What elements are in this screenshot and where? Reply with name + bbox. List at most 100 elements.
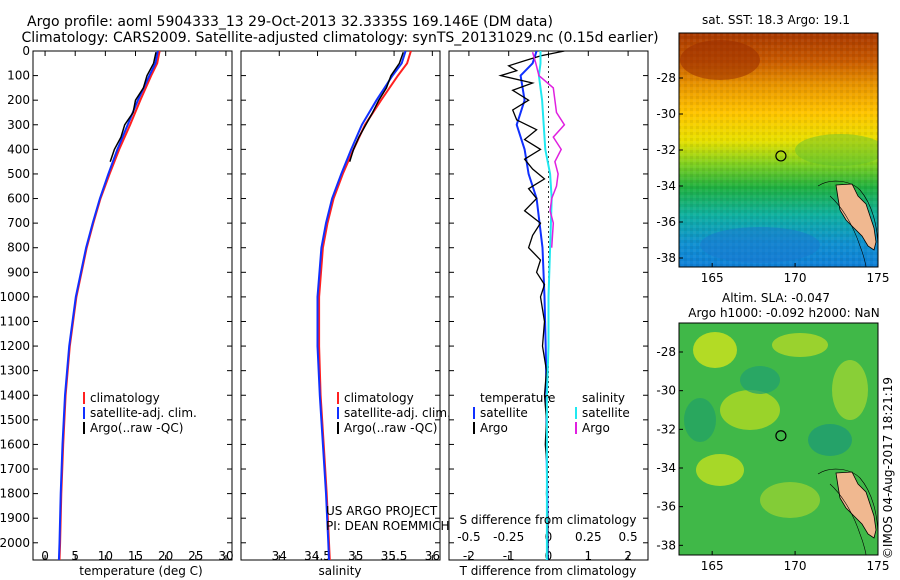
salinity-legend: climatology satellite-adj. clim. Argo(..… bbox=[337, 391, 451, 435]
sst-map-panel: sat. SST: 18.3 Argo: 19.1 165 170 175 -28 -… bbox=[656, 13, 889, 285]
salinity-argo-difference-line bbox=[531, 51, 566, 248]
title-line-2: Climatology: CARS2009. Satellite-adjuste… bbox=[21, 30, 658, 46]
sla-map-lon-label: 170 bbox=[784, 559, 807, 573]
sla-high-patch bbox=[720, 390, 780, 430]
legend-label-argo: Argo(..raw -QC) bbox=[90, 421, 183, 435]
depth-axis-label: 600 bbox=[7, 192, 30, 206]
salinity-x-label: 34.5 bbox=[304, 549, 331, 563]
depth-axis-label: 300 bbox=[7, 118, 30, 132]
depth-axis-label: 2000 bbox=[0, 536, 30, 550]
tdiff-x-label: -2 bbox=[463, 549, 475, 563]
depth-axis-label: 1200 bbox=[0, 339, 30, 353]
legend-title-salinity: salinity bbox=[582, 391, 625, 405]
sla-title-line-1: Altim. SLA: -0.047 bbox=[722, 291, 830, 305]
depth-axis-label: 800 bbox=[7, 241, 30, 255]
sdiff-x-label: 0.5 bbox=[619, 530, 638, 544]
sla-high-patch bbox=[696, 454, 744, 486]
sdiff-x-label: -0.25 bbox=[493, 530, 524, 544]
sla-map-lat-label: -28 bbox=[656, 345, 676, 359]
salinity-x-label: 36 bbox=[425, 549, 440, 563]
depth-axis-label: 700 bbox=[7, 216, 30, 230]
argo-temperature-line bbox=[109, 52, 157, 162]
sst-map-lat-label: -28 bbox=[656, 71, 676, 85]
sla-high-patch bbox=[832, 360, 868, 420]
depth-axis-label: 900 bbox=[7, 265, 30, 279]
depth-axis-label: 1900 bbox=[0, 511, 30, 525]
sla-high-patch bbox=[693, 332, 737, 368]
legend-label-argo: Argo(..raw -QC) bbox=[344, 421, 437, 435]
new-caledonia-land bbox=[835, 183, 877, 251]
depth-axis-label: 200 bbox=[7, 93, 30, 107]
sst-map-lon-label: 165 bbox=[701, 271, 724, 285]
project-annotation: US ARGO PROJECT bbox=[326, 504, 438, 518]
salinity-panel: 34 34.5 35 35.5 36 salinity climatology sate… bbox=[240, 50, 451, 578]
legend-label-climatology: climatology bbox=[90, 391, 160, 405]
temperature-axes-frame bbox=[32, 50, 233, 561]
sst-cool-patch bbox=[700, 227, 820, 263]
temperature-x-label: 10 bbox=[98, 549, 113, 563]
legend-label-climatology: climatology bbox=[344, 391, 414, 405]
depth-axis-label: 1600 bbox=[0, 437, 30, 451]
argo-salinity-line bbox=[348, 51, 405, 162]
bathymetry-contour bbox=[817, 180, 878, 267]
sla-map-lat-label: -38 bbox=[656, 538, 676, 552]
sst-map-lat-label: -30 bbox=[656, 107, 676, 121]
depth-axis-label: 1400 bbox=[0, 388, 30, 402]
depth-axis-label: 1100 bbox=[0, 314, 30, 328]
difference-legend: temperature salinity satellite Argo sate… bbox=[473, 391, 630, 435]
temperature-x-label: 0 bbox=[41, 549, 49, 563]
difference-panel: -2-1012 -0.5-0.2500.250.5 S difference f… bbox=[448, 50, 649, 578]
sla-high-patch bbox=[760, 482, 820, 518]
depth-axis-label: 0 bbox=[22, 44, 30, 58]
imos-credit: ©IMOS 04-Aug-2017 18:21:19 bbox=[881, 377, 895, 559]
salinity-x-label: 35.5 bbox=[381, 549, 408, 563]
legend-label-sal-satellite: satellite bbox=[582, 406, 630, 420]
depth-axis-label: 1000 bbox=[0, 290, 30, 304]
satellite-temperature-line bbox=[57, 51, 159, 560]
depth-axis-label: 100 bbox=[7, 69, 30, 83]
depth-axis-label: 400 bbox=[7, 142, 30, 156]
temperature-x-label: 30 bbox=[218, 549, 233, 563]
sla-high-patch bbox=[772, 333, 828, 357]
salinity-x-label: 35 bbox=[348, 549, 363, 563]
sst-front-patch bbox=[795, 134, 878, 166]
sst-map-title: sat. SST: 18.3 Argo: 19.1 bbox=[702, 13, 850, 27]
sla-map-lon-label: 165 bbox=[701, 559, 724, 573]
legend-label-sal-argo: Argo bbox=[582, 421, 610, 435]
sst-map-lat-label: -32 bbox=[656, 143, 676, 157]
sla-title-line-2: Argo h1000: -0.092 h2000: NaN bbox=[688, 306, 880, 320]
temperature-argo-difference-line bbox=[498, 51, 565, 560]
sla-map-lat-label: -32 bbox=[656, 422, 676, 436]
sla-map-lat-label: -30 bbox=[656, 384, 676, 398]
sla-map-lon-label: 175 bbox=[867, 559, 890, 573]
sla-low-patch bbox=[808, 424, 852, 456]
sla-map-lat-label: -36 bbox=[656, 500, 676, 514]
legend-label-temp-satellite: satellite bbox=[480, 406, 528, 420]
depth-axis-label: 1800 bbox=[0, 487, 30, 501]
legend-label-satellite: satellite-adj. clim. bbox=[344, 406, 451, 420]
legend-title-temperature: temperature bbox=[480, 391, 555, 405]
sst-map-lon-label: 170 bbox=[784, 271, 807, 285]
tdiff-x-label: 2 bbox=[624, 549, 632, 563]
pi-annotation: PI: DEAN ROEMMICH bbox=[326, 519, 449, 533]
argo-float-marker bbox=[775, 150, 787, 162]
sst-warm-patch bbox=[680, 40, 760, 80]
t-difference-label: T difference from climatology bbox=[459, 564, 637, 578]
temperature-panel: 0 5 10 15 20 25 30 0 100 200 300 400 500 600 700 800 90… bbox=[0, 44, 234, 578]
sla-low-patch bbox=[684, 398, 716, 442]
sla-low-patch bbox=[740, 366, 780, 394]
sdiff-x-label: -0.5 bbox=[457, 530, 480, 544]
temperature-x-label: 20 bbox=[158, 549, 173, 563]
depth-axis-label: 1300 bbox=[0, 364, 30, 378]
sst-map-lon-label: 175 bbox=[867, 271, 890, 285]
temperature-x-label: 5 bbox=[71, 549, 79, 563]
sst-map-lat-label: -36 bbox=[656, 215, 676, 229]
depth-axis-label: 500 bbox=[7, 167, 30, 181]
temperature-x-label: 25 bbox=[188, 549, 203, 563]
sla-map-lat-label: -34 bbox=[656, 461, 676, 475]
legend-label-temp-argo: Argo bbox=[480, 421, 508, 435]
sdiff-x-label: 0.25 bbox=[575, 530, 602, 544]
salinity-xlabel: salinity bbox=[318, 564, 361, 578]
bathymetry-contour bbox=[817, 468, 878, 555]
